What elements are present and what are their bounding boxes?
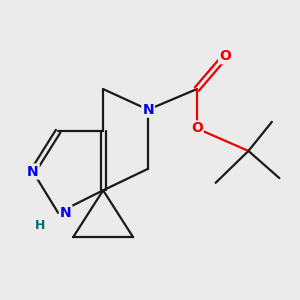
Text: H: H (35, 219, 46, 232)
Text: O: O (219, 49, 231, 63)
Text: N: N (142, 103, 154, 117)
Text: N: N (60, 206, 71, 220)
Text: N: N (27, 165, 39, 178)
Text: O: O (191, 122, 203, 135)
